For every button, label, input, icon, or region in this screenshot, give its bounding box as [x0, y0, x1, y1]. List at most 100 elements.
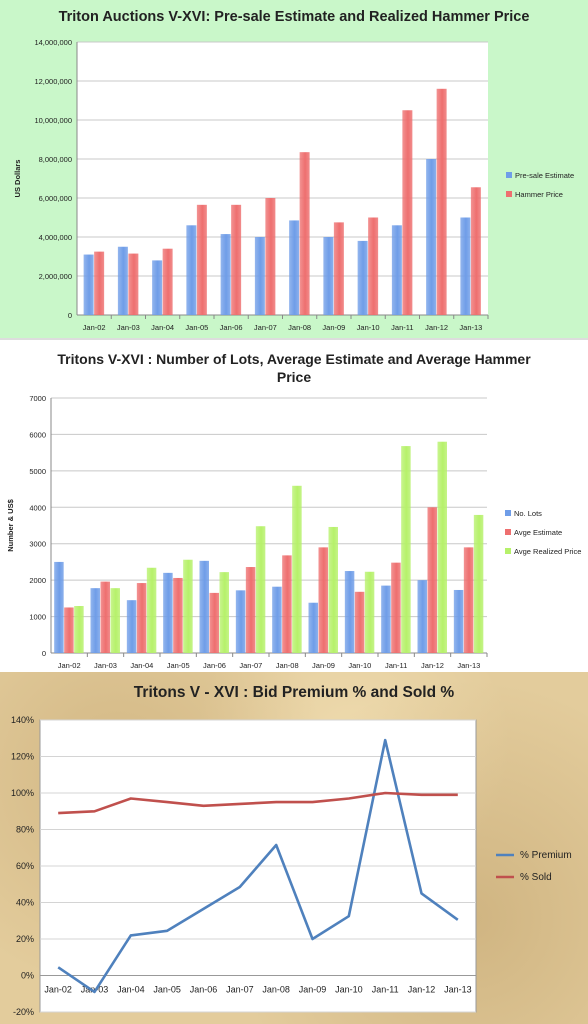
y-tick-label: 4,000,000 — [39, 233, 72, 242]
bar-pre-sale-estimate — [186, 225, 197, 315]
bar-pre-sale-estimate — [426, 159, 437, 315]
bar-avge-estimate — [354, 591, 365, 653]
y-tick-label: 80% — [16, 825, 34, 835]
bar-avge-realized-price — [437, 441, 447, 653]
y-tick-label: 7000 — [29, 394, 46, 403]
x-tick-label: Jan-04 — [151, 323, 174, 332]
bar-hammer-price — [231, 204, 242, 315]
bar-avge-realized-price — [328, 526, 338, 653]
bar-hammer-price — [94, 251, 105, 315]
legend-label: % Sold — [520, 872, 552, 883]
legend-swatch — [506, 172, 512, 178]
bar-avge-realized-price — [364, 571, 375, 653]
legend-label: Hammer Price — [515, 190, 563, 199]
x-tick-label: Jan-02 — [44, 985, 72, 995]
x-tick-label: Jan-05 — [167, 661, 190, 670]
bar-pre-sale-estimate — [289, 220, 300, 315]
y-tick-label: -20% — [13, 1007, 34, 1017]
legend-swatch — [505, 529, 511, 535]
bar-avge-estimate — [391, 562, 401, 653]
y-tick-label: 3000 — [29, 540, 46, 549]
plot-area — [77, 42, 488, 315]
bar-avge-realized-price — [473, 514, 484, 653]
bar-hammer-price — [368, 217, 379, 315]
bar-pre-sale-estimate — [323, 237, 334, 315]
y-tick-label: 0 — [42, 649, 46, 658]
x-tick-label: Jan-09 — [312, 661, 335, 670]
bar-avge-estimate — [245, 567, 256, 653]
x-tick-label: Jan-09 — [299, 985, 327, 995]
bar-avge-realized-price — [255, 526, 266, 653]
bar-pre-sale-estimate — [83, 254, 94, 315]
x-tick-label: Jan-05 — [185, 323, 208, 332]
bar-avge-estimate — [282, 555, 292, 653]
bar-hammer-price — [162, 248, 173, 315]
plot-area — [51, 398, 487, 653]
y-tick-label: 4000 — [29, 503, 46, 512]
series-line--premium — [57, 738, 459, 994]
x-tick-label: Jan-02 — [83, 323, 106, 332]
x-tick-label: Jan-08 — [262, 985, 290, 995]
bar-avge-estimate — [136, 583, 147, 653]
bar-hammer-price — [196, 204, 207, 315]
legend-label: Avge Estimate — [514, 528, 562, 537]
chart-title: Tritons V - XVI : Bid Premium % and Sold… — [133, 684, 455, 701]
bar-avge-estimate — [173, 577, 183, 653]
bar-no-lots — [126, 600, 137, 653]
chart-panel-1: Triton Auctions V-XVI: Pre-sale Estimate… — [0, 0, 588, 338]
legend-label: % Premium — [520, 850, 572, 861]
bar-avge-realized-price — [146, 567, 157, 653]
bar-no-lots — [308, 602, 318, 653]
line-chart-premium-sold: -20% 0% 20% 40% 60% 80% 100% 120% 140% Jan-02 Jan-… — [11, 715, 572, 1017]
bar-pre-sale-estimate — [357, 240, 368, 315]
bar-no-lots — [344, 571, 355, 653]
series-line--sold — [58, 791, 458, 815]
y-tick-label: 140% — [11, 715, 34, 725]
x-tick-label: Jan-12 — [421, 661, 444, 670]
x-tick-label: Jan-09 — [322, 323, 345, 332]
bar-hammer-price — [333, 222, 344, 315]
chart-title: Tritons V-XVI : Number of Lots, Average … — [57, 351, 531, 385]
bar-no-lots — [453, 589, 464, 653]
bar-avge-realized-price — [74, 606, 84, 653]
bar-no-lots — [163, 572, 173, 653]
x-tick-label: Jan-07 — [239, 661, 262, 670]
x-tick-label: Jan-13 — [457, 661, 480, 670]
legend-label: Avge Realized Price — [514, 547, 581, 556]
legend-swatch — [506, 191, 512, 197]
x-tick-label: Jan-07 — [254, 323, 277, 332]
y-tick-label: 60% — [16, 861, 34, 871]
y-tick-label: 2000 — [29, 576, 46, 585]
bar-avge-realized-price — [292, 485, 302, 653]
x-tick-label: Jan-03 — [94, 661, 117, 670]
bar-hammer-price — [265, 198, 276, 315]
bar-hammer-price — [128, 253, 139, 315]
legend-swatch — [505, 510, 511, 516]
bar-no-lots — [417, 580, 427, 653]
x-tick-label: Jan-03 — [117, 323, 140, 332]
y-tick-label: 6000 — [29, 430, 46, 439]
y-tick-label: 10,000,000 — [34, 116, 72, 125]
bar-avge-estimate — [318, 547, 328, 653]
bar-hammer-price — [470, 187, 481, 315]
x-tick-label: Jan-13 — [444, 985, 472, 995]
y-axis-label: Number & US$ — [6, 498, 15, 551]
y-tick-label: 2,000,000 — [39, 272, 72, 281]
bar-hammer-price — [436, 88, 447, 315]
bar-no-lots — [235, 590, 246, 653]
x-tick-label: Jan-10 — [357, 323, 380, 332]
bar-avge-estimate — [100, 581, 110, 653]
x-tick-label: Jan-06 — [190, 985, 218, 995]
y-tick-label: 20% — [16, 934, 34, 944]
y-tick-label: 0% — [21, 971, 34, 981]
bar-no-lots — [90, 588, 100, 653]
bar-avge-estimate — [64, 607, 74, 653]
bar-pre-sale-estimate — [391, 225, 402, 315]
bar-no-lots — [54, 561, 64, 653]
chart-title: Triton Auctions V-XVI: Pre-sale Estimate… — [58, 9, 530, 25]
legend-label: No. Lots — [514, 509, 542, 518]
bar-hammer-price — [299, 152, 310, 315]
x-tick-label: Jan-06 — [220, 323, 243, 332]
x-tick-label: Jan-12 — [408, 985, 436, 995]
bar-pre-sale-estimate — [152, 260, 163, 315]
